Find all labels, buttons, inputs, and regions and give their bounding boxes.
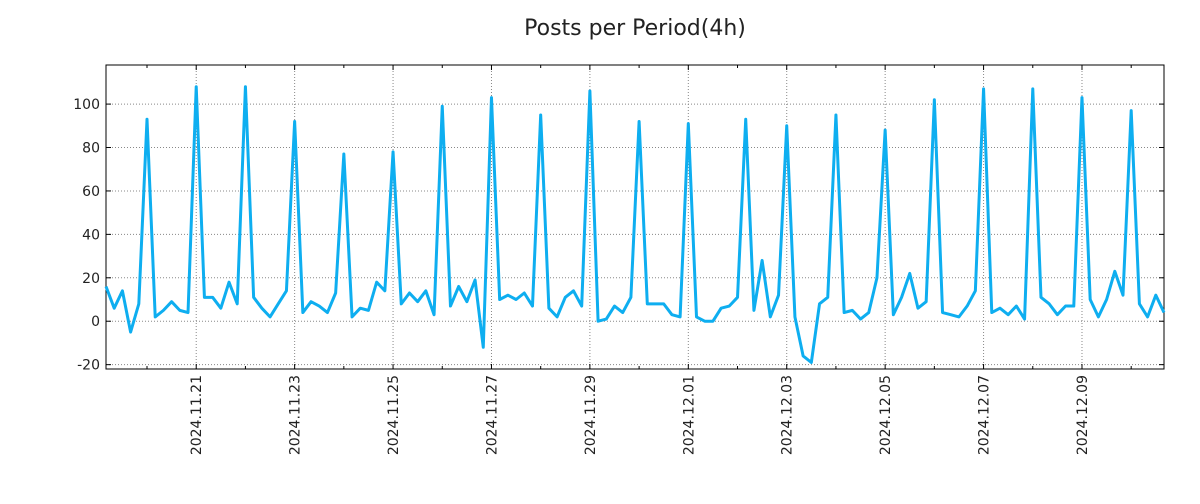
ticks-layer: -20 0 20 40 60 80 100 2024.11.21 2024.11.23 2024.… bbox=[73, 65, 1164, 455]
y-tick-label: 40 bbox=[82, 227, 100, 243]
x-tick-label: 2024.11.21 bbox=[189, 375, 205, 455]
y-tick-label: 0 bbox=[91, 314, 100, 330]
x-tick-label: 2024.11.23 bbox=[288, 375, 304, 455]
x-tick-label: 2024.11.27 bbox=[484, 375, 500, 455]
x-tick-label: 2024.11.25 bbox=[386, 375, 402, 455]
x-tick-label: 2024.12.09 bbox=[1075, 375, 1091, 455]
y-tick-label: -20 bbox=[77, 358, 100, 374]
y-tick-label: 80 bbox=[82, 141, 100, 157]
x-tick-label: 2024.12.05 bbox=[878, 375, 894, 455]
y-tick-label: 60 bbox=[82, 184, 100, 200]
x-tick-label: 2024.12.01 bbox=[681, 375, 697, 455]
x-tick-label: 2024.11.29 bbox=[583, 375, 599, 455]
x-tick-label: 2024.12.07 bbox=[977, 375, 993, 455]
chart-title: Posts per Period(4h) bbox=[0, 16, 1200, 41]
y-tick-label: 100 bbox=[73, 97, 100, 113]
x-tick-label: 2024.12.03 bbox=[780, 375, 796, 455]
y-tick-label: 20 bbox=[82, 271, 100, 287]
